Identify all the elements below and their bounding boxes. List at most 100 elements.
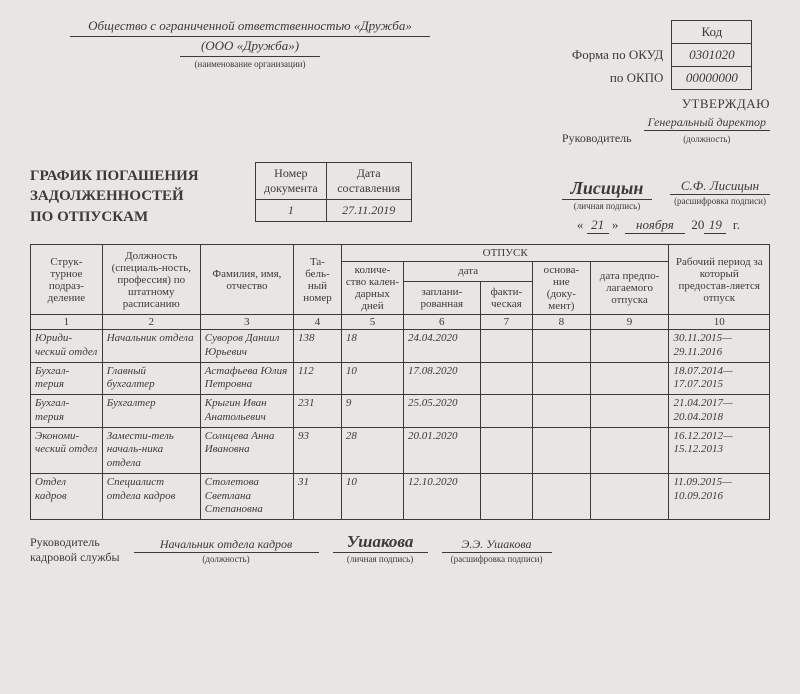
cell-c5: 18: [341, 330, 403, 363]
document-page: Общество с ограниченной ответственностью…: [0, 0, 800, 694]
footer-decoded: Э.Э. Ушакова: [442, 537, 552, 553]
okpo-label: по ОКПО: [562, 67, 672, 90]
cell-c2: Специалист отдела кадров: [102, 473, 200, 519]
cell-c9: [590, 427, 669, 473]
cell-c6: 17.08.2020: [404, 362, 481, 395]
approve-signature: Лисицын: [562, 178, 652, 200]
approve-title: УТВЕРЖДАЮ: [562, 96, 770, 112]
docnum-value: 1: [256, 200, 327, 222]
cell-c7: [480, 427, 533, 473]
cell-c1: Экономи-ческий отдел: [31, 427, 103, 473]
th-date: дата: [404, 262, 533, 282]
cell-c7: [480, 395, 533, 428]
code-table: Код Форма по ОКУД0301020 по ОКПО00000000: [562, 20, 753, 90]
document-title: ГРАФИК ПОГАШЕНИЯ ЗАДОЛЖЕННОСТЕЙ ПО ОТПУС…: [30, 160, 235, 227]
cell-c4: 112: [294, 362, 342, 395]
cell-c9: [590, 330, 669, 363]
th-dept: Струк-турное подраз-деление: [31, 245, 103, 315]
docnum-label: Номер документа: [256, 163, 327, 200]
footer-label: Руководителькадровой службы: [30, 535, 120, 564]
code-block: Код Форма по ОКУД0301020 по ОКПО00000000…: [562, 20, 770, 146]
cell-c3: Суворов Даниил Юрьевич: [200, 330, 293, 363]
cell-c3: Крыгин Иван Анатольевич: [200, 395, 293, 428]
footer-decoded-sub: (расшифровка подписи): [442, 554, 552, 564]
table-row: Бухгал-терияБухгалтерКрыгин Иван Анатоль…: [31, 395, 770, 428]
cell-c1: Бухгал-терия: [31, 362, 103, 395]
cell-c9: [590, 362, 669, 395]
approve-decoded: С.Ф. Лисицын: [670, 178, 770, 195]
footer-position: Начальник отдела кадров: [134, 537, 319, 553]
approve-position: Генеральный директор: [644, 116, 770, 131]
title-line3: ПО ОТПУСКАМ: [30, 207, 235, 227]
th-actual: факти-ческая: [480, 281, 533, 314]
main-table: Струк-турное подраз-деление Должность (с…: [30, 244, 770, 520]
table-row: Экономи-ческий отделЗамести-тель началь-…: [31, 427, 770, 473]
cell-c10: 16.12.2012—15.12.2013: [669, 427, 770, 473]
okpo-value: 00000000: [672, 67, 752, 90]
code-header: Код: [672, 21, 752, 44]
title-line1: ГРАФИК ПОГАШЕНИЯ: [30, 166, 235, 186]
cell-c6: 12.10.2020: [404, 473, 481, 519]
th-days: количе-ство кален-дарных дней: [341, 262, 403, 315]
th-position: Должность (специаль-ность, профессия) по…: [102, 245, 200, 315]
org-block: Общество с ограниченной ответственностью…: [70, 18, 430, 69]
approve-position-sub: (должность): [683, 134, 730, 144]
cell-c3: Солнцева Анна Ивановна: [200, 427, 293, 473]
cell-c1: Юриди-ческий отдел: [31, 330, 103, 363]
th-basis: основа-ние (доку-мент): [533, 262, 590, 315]
cell-c5: 10: [341, 473, 403, 519]
cell-c2: Начальник отдела: [102, 330, 200, 363]
footer-signature-sub: (личная подпись): [333, 554, 428, 564]
cell-c2: Замести-тель началь-ника отдела: [102, 427, 200, 473]
okud-label: Форма по ОКУД: [562, 44, 672, 67]
col-numbers: 12345678910: [31, 315, 770, 330]
footer-row: Руководителькадровой службы Начальник от…: [30, 532, 770, 564]
org-short-name: (ООО «Дружба»): [180, 38, 320, 57]
cell-c1: Бухгал-терия: [31, 395, 103, 428]
footer-position-sub: (должность): [134, 554, 319, 564]
cell-c5: 10: [341, 362, 403, 395]
cell-c4: 231: [294, 395, 342, 428]
th-planned: заплани-рованная: [404, 281, 481, 314]
table-row: Отдел кадровСпециалист отдела кадровСтол…: [31, 473, 770, 519]
cell-c8: [533, 427, 590, 473]
cell-c9: [590, 473, 669, 519]
docdate-label: Дата составления: [326, 163, 411, 200]
th-name: Фамилия, имя, отчество: [200, 245, 293, 315]
cell-c10: 21.04.2017—20.04.2018: [669, 395, 770, 428]
approve-block: УТВЕРЖДАЮ Руководитель Генеральный дирек…: [562, 96, 770, 146]
okud-value: 0301020: [672, 44, 752, 67]
approve-decoded-sub: (расшифровка подписи): [670, 196, 770, 206]
cell-c5: 9: [341, 395, 403, 428]
cell-c9: [590, 395, 669, 428]
cell-c8: [533, 362, 590, 395]
cell-c4: 31: [294, 473, 342, 519]
mid-row: ГРАФИК ПОГАШЕНИЯ ЗАДОЛЖЕННОСТЕЙ ПО ОТПУС…: [30, 160, 770, 234]
cell-c2: Бухгалтер: [102, 395, 200, 428]
cell-c2: Главный бухгалтер: [102, 362, 200, 395]
cell-c8: [533, 395, 590, 428]
cell-c7: [480, 330, 533, 363]
cell-c8: [533, 473, 590, 519]
cell-c3: Астафьева Юлия Петровна: [200, 362, 293, 395]
cell-c6: 24.04.2020: [404, 330, 481, 363]
cell-c5: 28: [341, 427, 403, 473]
date-day: 21: [587, 217, 609, 234]
date-month: ноября: [625, 217, 685, 234]
cell-c7: [480, 473, 533, 519]
cell-c8: [533, 330, 590, 363]
org-sub-label: (наименование организации): [70, 59, 430, 69]
approve-signature-block: Лисицын (личная подпись) С.Ф. Лисицын (р…: [432, 160, 770, 234]
cell-c4: 93: [294, 427, 342, 473]
cell-c10: 30.11.2015—29.11.2016: [669, 330, 770, 363]
date-year: 19: [704, 217, 726, 234]
date-suffix: г.: [733, 217, 740, 232]
docdate-value: 27.11.2019: [326, 200, 411, 222]
date-year-prefix: 20: [691, 217, 704, 232]
docnum-table: Номер документа Дата составления 1 27.11…: [255, 162, 412, 222]
cell-c10: 11.09.2015—10.09.2016: [669, 473, 770, 519]
th-period: Рабочий период за который предостав-ляет…: [669, 245, 770, 315]
table-row: Юриди-ческий отделНачальник отделаСуворо…: [31, 330, 770, 363]
th-vacation: ОТПУСК: [341, 245, 669, 262]
approve-role-label: Руководитель: [562, 131, 632, 146]
